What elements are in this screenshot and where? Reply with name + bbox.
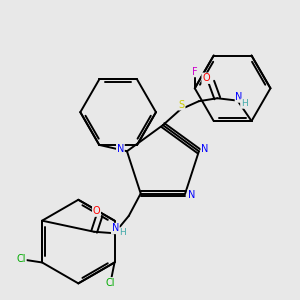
Text: N: N — [236, 92, 243, 102]
Text: H: H — [241, 99, 247, 108]
Text: F: F — [192, 67, 198, 76]
Text: N: N — [117, 144, 124, 154]
Text: Cl: Cl — [16, 254, 26, 264]
Text: O: O — [202, 73, 210, 83]
Text: O: O — [93, 206, 100, 216]
Text: N: N — [188, 190, 195, 200]
Text: H: H — [119, 228, 126, 237]
Text: Cl: Cl — [105, 278, 115, 288]
Text: N: N — [201, 144, 208, 154]
Text: N: N — [112, 224, 119, 233]
Text: S: S — [179, 100, 185, 110]
